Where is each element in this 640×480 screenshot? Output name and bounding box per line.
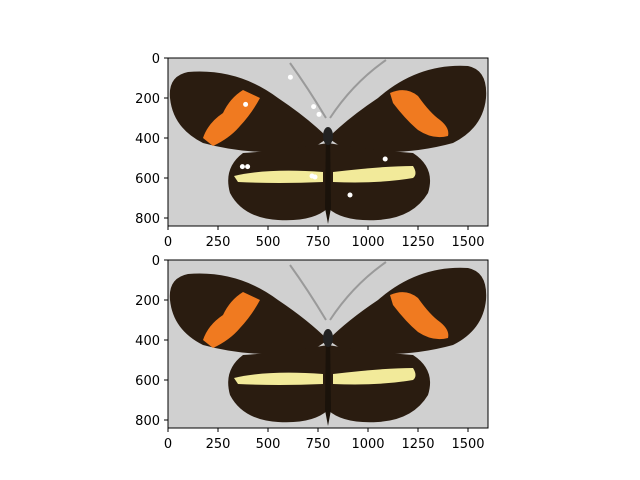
bottom-x-tick-label: 500 (256, 437, 281, 452)
top-y-tick-label: 0 (152, 52, 160, 67)
top-x-tick-label: 500 (256, 235, 281, 250)
bottom-y-tick-label: 200 (135, 294, 160, 309)
top-x-tick-label: 250 (206, 235, 231, 250)
bottom-y-tick-label: 0 (152, 254, 160, 269)
top-y-tick-label: 800 (135, 212, 160, 227)
bottom-x-tick-label: 1000 (351, 437, 384, 452)
marker-point (382, 156, 388, 162)
top-x-tick-label: 750 (306, 235, 331, 250)
marker-point (245, 164, 251, 170)
marker-point (311, 104, 317, 110)
bottom-y-tick-label: 800 (135, 414, 160, 429)
bottom-y-tick-label: 400 (135, 334, 160, 349)
top-y-tick-label: 600 (135, 172, 160, 187)
bottom-panel: 0 200 400 600 800 0 250 500 750 1000 125… (135, 254, 489, 452)
marker-point (312, 174, 318, 180)
bottom-x-ticks: 0 250 500 750 1000 1250 1500 (164, 428, 485, 452)
bottom-x-tick-label: 1500 (451, 437, 484, 452)
bottom-x-tick-label: 0 (164, 437, 172, 452)
marker-point (287, 74, 293, 80)
top-markers (239, 74, 388, 198)
marker-point (243, 101, 249, 107)
top-x-tick-label: 0 (164, 235, 172, 250)
bottom-x-tick-label: 750 (306, 437, 331, 452)
top-x-tick-label: 1250 (401, 235, 434, 250)
marker-point (239, 164, 245, 170)
top-y-tick-label: 400 (135, 132, 160, 147)
top-x-tick-label: 1000 (351, 235, 384, 250)
top-y-ticks: 0 200 400 600 800 (135, 52, 168, 227)
top-x-ticks: 0 250 500 750 1000 1250 1500 (164, 226, 485, 250)
marker-point (316, 111, 322, 117)
top-x-tick-label: 1500 (451, 235, 484, 250)
bottom-axes-frame (167, 259, 489, 429)
top-image (167, 57, 489, 227)
bottom-x-tick-label: 250 (206, 437, 231, 452)
bottom-image (167, 259, 489, 429)
top-axes-frame (167, 57, 489, 227)
top-panel: 0 200 400 600 800 0 250 500 750 1000 125… (135, 52, 489, 250)
bottom-y-tick-label: 600 (135, 374, 160, 389)
marker-point (347, 192, 353, 198)
top-y-tick-label: 200 (135, 92, 160, 107)
bottom-y-ticks: 0 200 400 600 800 (135, 254, 168, 429)
bottom-x-tick-label: 1250 (401, 437, 434, 452)
